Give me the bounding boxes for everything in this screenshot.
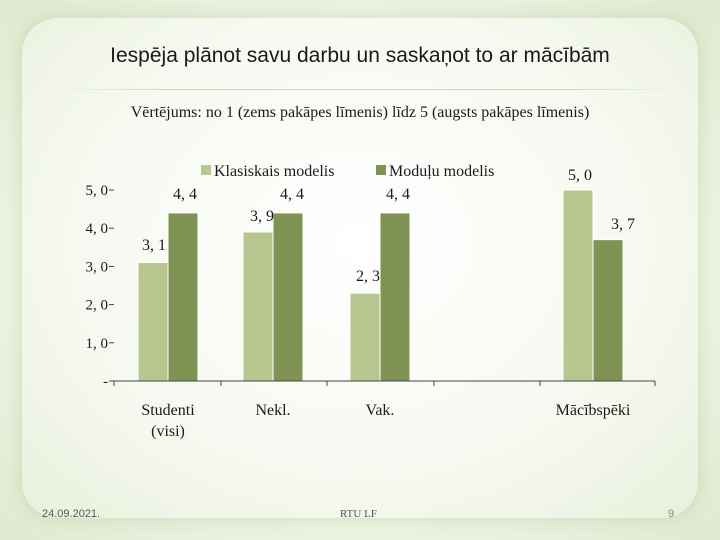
- footer-center-label: RTU LF: [340, 508, 377, 520]
- y-tick-label-3: 2, 0: [86, 298, 109, 314]
- title-divider: [55, 89, 685, 90]
- bar-series-2-3: [379, 212, 411, 382]
- bar-series-1-2: [242, 231, 274, 382]
- legend-item-2-swatch: [376, 165, 386, 175]
- x-category-label-1-line-1: Studenti: [141, 402, 195, 419]
- y-tick-label-1: -: [103, 374, 108, 390]
- bar-series-2-2: [272, 212, 304, 382]
- data-label-series-1-2: 3, 9: [250, 208, 274, 225]
- legend-item-1-label: Klasiskais modelis: [214, 163, 334, 180]
- x-category-label-3: Vak.: [366, 402, 395, 419]
- y-tick-label-5: 4, 0: [86, 221, 109, 237]
- data-label-series-2-2: 4, 4: [280, 186, 304, 203]
- legend-item-1-swatch: [201, 165, 211, 175]
- bar-series-2-4: [592, 239, 624, 382]
- data-label-series-2-1: 4, 4: [173, 186, 197, 203]
- bar-series-1-1: [137, 262, 169, 382]
- data-label-series-1-1: 3, 1: [142, 237, 166, 254]
- chart-title: Vērtējums: no 1 (zems pakāpes līmenis) l…: [130, 104, 590, 121]
- footer-date: 24.09.2021.: [42, 508, 101, 520]
- bar-series-2-1: [167, 212, 199, 382]
- data-label-series-2-3: 4, 4: [386, 186, 410, 203]
- data-label-series-1-3: 2, 3: [356, 268, 380, 285]
- data-label-series-1-4: 5, 0: [568, 167, 592, 184]
- x-category-label-4: Mācībspēki: [556, 402, 631, 419]
- legend-item-2-label: Moduļu modelis: [389, 163, 494, 180]
- slide-title: Iespēja plānot savu darbu un saskaņot to…: [110, 44, 610, 67]
- x-category-label-2: Nekl.: [255, 402, 290, 419]
- y-tick-label-2: 1, 0: [86, 336, 109, 352]
- y-tick-label-4: 3, 0: [86, 259, 109, 275]
- page-number: 9: [668, 508, 675, 520]
- x-category-label-1-line-2: (visi): [151, 423, 185, 440]
- bar-series-1-4: [562, 189, 594, 382]
- bar-series-1-3: [349, 292, 381, 382]
- data-label-series-2-4: 3, 7: [611, 216, 635, 233]
- y-tick-label-6: 5, 0: [86, 183, 109, 199]
